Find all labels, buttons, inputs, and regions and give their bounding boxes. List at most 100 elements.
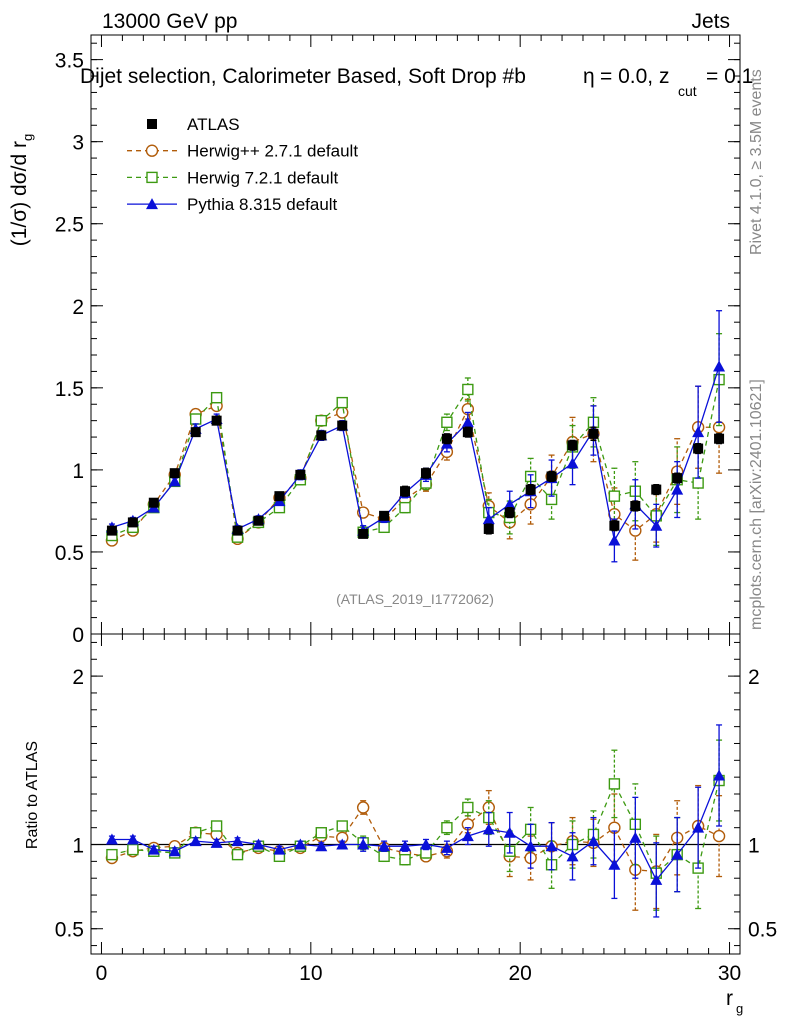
ratio-point-herwig7 — [315, 827, 327, 839]
main-ytick-label: 0.5 — [55, 542, 84, 565]
main-series-herwig7 — [106, 333, 725, 547]
legend-marker-pythia — [146, 198, 158, 210]
plot-title: Dijet selection, Calorimeter Based, Soft… — [80, 65, 753, 99]
main-point-atlas — [672, 473, 683, 484]
ratio-series-herwig7 — [106, 739, 725, 911]
main-ytick-label: 3.5 — [55, 50, 84, 73]
main-point-atlas — [379, 510, 390, 521]
main-point-herwig7 — [315, 414, 327, 427]
main-point-atlas — [714, 433, 725, 444]
ratio-ytick-label-right: 2 — [748, 666, 760, 689]
ratio-frame — [90, 633, 741, 955]
ratio-series-layer — [105, 724, 726, 918]
main-point-atlas — [462, 427, 473, 438]
main-point-atlas — [274, 491, 285, 502]
xtick-label: 0 — [96, 962, 108, 985]
ratio-point-pythia — [126, 833, 139, 845]
ratio-point-pythia — [566, 850, 579, 862]
main-point-atlas — [651, 484, 662, 495]
ratio-series-herwigpp — [105, 784, 726, 911]
ratio-point-herwig7 — [441, 821, 453, 834]
legend-marker-atlas — [147, 119, 157, 129]
ratio-point-herwig7 — [378, 850, 390, 863]
main-point-herwig7 — [399, 501, 411, 514]
ratio-point-herwigpp — [356, 801, 370, 814]
main-point-atlas — [232, 525, 243, 536]
legend-label-herwigpp: Herwig++ 2.7.1 default — [187, 142, 358, 161]
main-series-layer — [105, 310, 726, 563]
legend-entry-herwig7: Herwig 7.2.1 default — [127, 168, 338, 187]
main-point-pythia — [671, 483, 684, 495]
xtick-label: 20 — [508, 962, 531, 985]
ratio-ytick-label-right: 1 — [748, 835, 760, 858]
main-point-atlas — [693, 443, 704, 454]
main-point-pythia — [713, 360, 726, 372]
main-point-atlas — [525, 484, 536, 495]
main-point-pythia — [650, 519, 663, 531]
main-series-atlas — [106, 415, 725, 539]
ratio-ytick-label: 0.5 — [55, 919, 84, 942]
svg-text:(1/σ) dσ/d rg: (1/σ) dσ/d rg — [8, 134, 35, 247]
ratio-point-pythia — [629, 831, 642, 843]
main-point-atlas — [295, 469, 306, 480]
ratio-point-herwig7 — [210, 820, 223, 832]
main-point-herwig7 — [378, 521, 390, 534]
xtick-label: 10 — [299, 962, 322, 985]
ratio-point-pythia — [294, 838, 307, 850]
legend: ATLAS Herwig++ 2.7.1 default Herwig 7.2.1 … — [127, 115, 358, 214]
main-ytick-label: 2.5 — [55, 214, 84, 237]
main-ytick-label: 3 — [72, 132, 84, 155]
ratio-point-pythia — [524, 840, 537, 852]
ratio-point-pythia — [252, 838, 265, 850]
main-ytick-label: 1.5 — [55, 378, 84, 401]
ratio-point-herwig7 — [127, 843, 139, 856]
main-y-axis-title: (1/σ) dσ/d rg — [8, 134, 35, 247]
legend-label-atlas: ATLAS — [187, 115, 240, 134]
ratio-line-herwig7 — [111, 780, 720, 875]
ratio-point-pythia — [315, 840, 328, 852]
ratio-point-pythia — [189, 835, 202, 847]
ratio-point-pythia — [357, 838, 370, 850]
legend-label-pythia: Pythia 8.315 default — [187, 195, 338, 214]
ratio-point-pythia — [608, 858, 621, 870]
main-line-pythia — [111, 366, 720, 543]
main-point-atlas — [169, 468, 180, 479]
main-point-atlas — [483, 523, 494, 534]
ratio-point-pythia — [713, 769, 726, 781]
ratio-point-pythia — [545, 840, 558, 852]
main-point-atlas — [211, 415, 222, 426]
legend-entry-atlas: ATLAS — [147, 115, 240, 134]
main-point-atlas — [504, 507, 515, 518]
main-point-pythia — [503, 498, 516, 510]
xlabel-sub: g — [736, 1001, 743, 1016]
analysis-watermark: (ATLAS_2019_I1772062) — [336, 591, 494, 607]
ratio-point-herwig7 — [608, 778, 621, 790]
ratio-axis-ticks: 0.5 0.51 12 20 10 20 30 — [55, 634, 777, 985]
main-point-atlas — [316, 430, 327, 441]
main-point-herwig7 — [210, 391, 223, 404]
main-point-atlas — [337, 420, 348, 431]
main-point-herwig7 — [692, 477, 704, 489]
main-ylabel: (1/σ) dσ/d r — [8, 141, 31, 246]
ratio-point-pythia — [440, 841, 453, 853]
ratio-point-herwigpp — [712, 829, 726, 843]
main-point-atlas — [358, 528, 369, 539]
main-point-atlas — [588, 428, 599, 439]
title-main: Dijet selection, Calorimeter Based, Soft… — [80, 65, 526, 88]
main-point-atlas — [148, 497, 159, 508]
ratio-point-pythia — [671, 848, 684, 860]
ratio-point-pythia — [336, 838, 349, 850]
main-point-herwig7 — [462, 383, 474, 396]
main-ylabel-sub: g — [20, 134, 35, 141]
ratio-point-pythia — [231, 835, 244, 847]
ratio-point-pythia — [419, 838, 432, 850]
legend-marker-herwigpp — [145, 144, 159, 157]
main-point-atlas — [567, 440, 578, 451]
main-point-atlas — [106, 525, 117, 536]
ratio-point-pythia — [692, 821, 705, 833]
main-ytick-label: 0 — [72, 624, 84, 647]
main-point-atlas — [420, 468, 431, 479]
main-point-atlas — [400, 486, 411, 497]
title-eta: η — [583, 65, 595, 88]
